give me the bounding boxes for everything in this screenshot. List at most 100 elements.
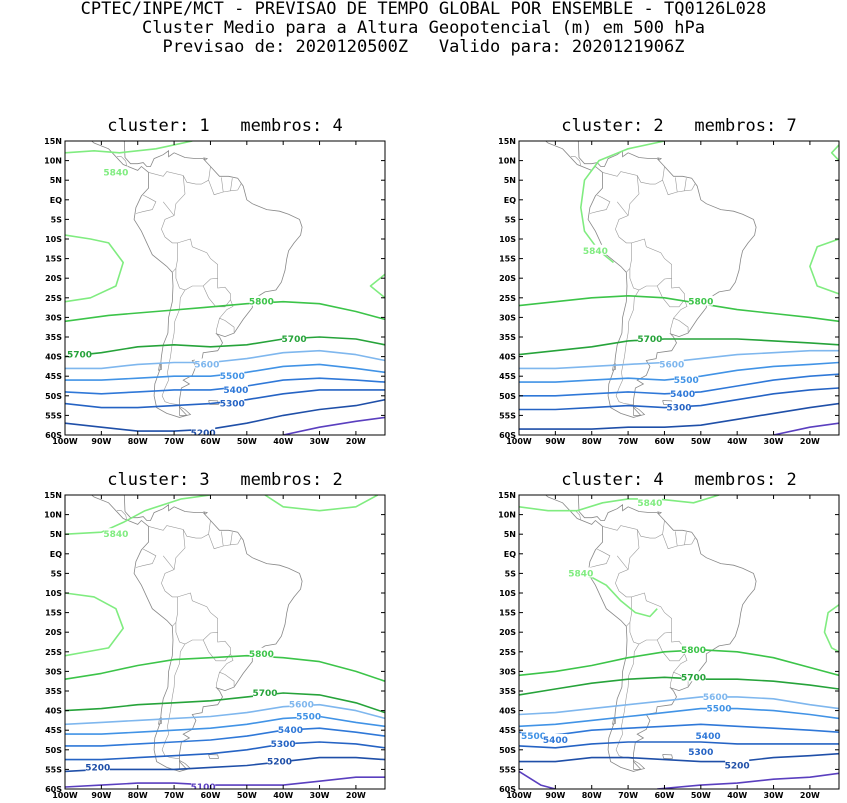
contour-label: 5600	[703, 693, 728, 703]
island	[158, 717, 162, 725]
contour-label: 5300	[688, 748, 713, 758]
contour-label-bg	[223, 383, 248, 394]
y-tick-label: EQ	[50, 550, 62, 559]
contour-label: 5800	[688, 298, 713, 308]
contour-label-bg	[85, 761, 110, 772]
x-tick-label: 80W	[582, 437, 602, 446]
contour-5400	[65, 727, 385, 747]
contour-label-bg	[688, 295, 713, 306]
y-tick-label: 15N	[44, 491, 62, 500]
contour-label: 5840	[103, 168, 128, 178]
contour-label-bg	[681, 643, 706, 654]
country-border	[216, 672, 220, 688]
x-tick-label: 20W	[346, 791, 366, 800]
cluster-panel-1: cluster: 1 membros: 4 5840 5800 5700 5700 56…	[44, 116, 386, 446]
y-tick-label: 50S	[45, 392, 62, 401]
contour-5600	[65, 349, 385, 370]
cluster-panel-2: cluster: 2 membros: 7 5840 5800 5700 5600 55…	[498, 116, 840, 446]
country-border	[656, 278, 685, 308]
contour-label-bg	[289, 698, 314, 709]
contour-map: 5840 5800 5700 5600 5500 5400 5300 15N 10N 5N EQ 5S…	[498, 137, 840, 446]
contour-label: 5400	[670, 390, 695, 400]
contour-label-bg	[707, 702, 731, 713]
country-border	[148, 525, 186, 627]
x-tick-label: 60W	[654, 791, 674, 800]
y-tick-label: 55S	[45, 411, 62, 420]
contour-5840	[580, 141, 665, 264]
y-tick-label: 10N	[498, 157, 516, 166]
contour-5840	[823, 604, 839, 653]
contour-label-bg	[220, 370, 245, 381]
contour-5840	[369, 273, 385, 299]
contour-5500	[519, 707, 839, 728]
country-border	[135, 194, 157, 214]
contour-label: 5300	[271, 740, 296, 750]
country-border	[629, 592, 672, 645]
y-tick-label: 45S	[499, 726, 516, 735]
country-border	[589, 548, 611, 568]
header-line-3: Previsao de: 2020120500Z Valido para: 20…	[162, 37, 685, 57]
contour-label-bg	[296, 710, 321, 721]
y-tick-label: 15S	[45, 255, 62, 264]
y-tick-label: EQ	[504, 550, 516, 559]
country-border	[202, 278, 231, 308]
contour-label: 5700	[681, 673, 706, 683]
x-tick-label: 30W	[310, 791, 330, 800]
contour-label-bg	[543, 734, 568, 744]
contour-label: 5800	[249, 650, 274, 660]
map-layer: 5840 5800 5700 5600 5500 5400 5300	[519, 141, 839, 435]
contour-5800	[65, 654, 385, 682]
y-tick-label: 60S	[45, 785, 62, 794]
x-tick-label: 40W	[273, 791, 293, 800]
x-tick-label: 50W	[691, 437, 711, 446]
x-tick-label: 60W	[200, 791, 220, 800]
contour-label-bg	[568, 567, 593, 578]
contour-label-bg	[703, 690, 728, 701]
contour-label: 5600	[194, 360, 219, 370]
x-tick-label: 100W	[52, 437, 78, 446]
y-tick-label: 25S	[499, 294, 516, 303]
contour-label: 5200	[267, 758, 292, 768]
page-header: CPTEC/INPE/MCT - PREVISAO DE TEMPO GLOBA…	[0, 0, 847, 57]
y-tick-label: 10N	[44, 157, 62, 166]
cluster-panel-4: cluster: 4 membros: 2 5840 5840 5800 5700 56…	[498, 470, 840, 800]
country-border	[675, 177, 678, 193]
y-tick-label: 40S	[45, 353, 62, 362]
contour-5200	[519, 402, 839, 430]
contour-label: 5800	[249, 298, 274, 308]
contour-label: 5100	[191, 783, 216, 793]
contour-label-bg	[659, 358, 684, 369]
contour-label-bg	[191, 427, 216, 435]
contour-5840	[809, 238, 839, 295]
contour-label-bg	[103, 528, 128, 539]
contour-label-bg	[637, 332, 662, 343]
country-border	[636, 520, 665, 539]
panel-title: cluster: 3 membros: 2	[107, 470, 343, 490]
contour-5100	[283, 416, 385, 435]
contour-label: 5700	[67, 351, 92, 361]
contour-label-bg	[267, 755, 292, 766]
y-tick-label: 15S	[499, 255, 516, 264]
x-tick-label: 20W	[346, 437, 366, 446]
country-border	[162, 555, 175, 570]
y-tick-label: 55S	[499, 765, 516, 774]
country-border	[216, 318, 220, 334]
contour-label-bg	[191, 781, 216, 789]
panel-title: cluster: 2 membros: 7	[561, 116, 797, 136]
contour-label: 5840	[568, 569, 593, 579]
y-tick-label: 5N	[504, 530, 516, 539]
country-border	[662, 180, 696, 196]
island	[657, 157, 663, 161]
contour-label: 5300	[220, 400, 245, 410]
contour-label-bg	[278, 724, 303, 735]
cluster-panel-3: cluster: 3 membros: 2 5840 5800 5700 5600 55…	[44, 470, 386, 800]
contour-label-bg	[670, 387, 695, 398]
x-tick-label: 100W	[506, 437, 532, 446]
contour-5100	[657, 772, 839, 789]
island	[657, 511, 663, 515]
contour-label-bg	[637, 496, 662, 507]
country-border	[175, 238, 218, 291]
